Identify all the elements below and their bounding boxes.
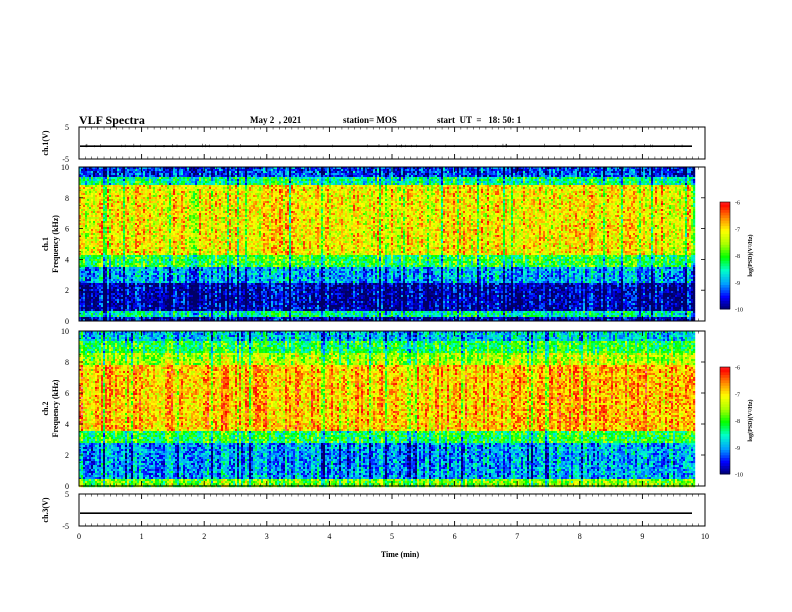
colorbar-tick-label: -6 [735,366,740,372]
x-tick-label: 0 [77,532,81,541]
y-tick-label: -5 [62,522,69,531]
colorbar-tick-label: -8 [735,419,740,425]
y-tick-label: 4 [65,255,69,264]
colorbar-tick-label: -7 [735,227,740,233]
date-label: May 2 , 2021 [250,115,301,125]
x-tick-label: 6 [453,532,457,541]
x-tick-label: 4 [327,532,331,541]
x-tick-label: 7 [515,532,519,541]
y-tick-label: 0 [65,317,69,326]
colorbar-tick-label: -10 [735,473,743,479]
colorbar-tick-label: -9 [735,446,740,452]
colorbar-tick-label: -7 [735,392,740,398]
y-tick-label: 10 [61,327,69,336]
station-label: station= MOS [343,115,397,125]
y-tick-label: -5 [62,155,69,164]
y-tick-label: 8 [65,358,69,367]
y-axis-label: ch.3(V) [41,497,50,522]
axes-layer: -6 -7 -8 -9 -10 log(PSD)(V²/Hz) -6 -7 -8 -9 -10 log… [41,123,754,559]
x-axis-label: Time (min) [381,550,420,559]
y-axis-label: Frequency (kHz) [51,215,60,273]
y-tick-label: 6 [65,389,69,398]
y-tick-label: 10 [61,163,69,172]
colorbar-tick-label: -9 [735,281,740,287]
x-tick-label: 9 [640,532,644,541]
y-tick-label: 8 [65,194,69,203]
spectrogram-ch2_spectrogram [79,331,696,488]
x-tick-label: 8 [578,532,582,541]
colorbar-tick-label: -10 [735,308,743,314]
colorbar-tick-label: -8 [735,254,740,260]
x-tick-label: 10 [701,532,709,541]
x-tick-label: 5 [390,532,394,541]
x-tick-label: 3 [265,532,269,541]
colorbar-frame [719,366,731,475]
y-tick-label: 0 [65,482,69,491]
colorbar-tick-label: -6 [735,201,740,207]
colorbar-ch2_spectrogram [719,366,731,475]
y-axis-label: ch.2 [41,402,50,416]
y-tick-label: 4 [65,420,69,429]
y-axis-label: Frequency (kHz) [51,379,60,437]
y-tick-label: 2 [65,286,69,295]
y-tick-label: 2 [65,451,69,460]
spectrogram-ch1_spectrogram [79,167,696,322]
y-axis-label: ch.1 [41,237,50,251]
y-tick-label: 5 [65,490,69,499]
x-tick-label: 1 [140,532,144,541]
y-tick-label: 5 [65,123,69,132]
colorbar-ch1_spectrogram [719,201,731,310]
figure-title: VLF Spectra [79,113,145,128]
colorbar-label: log(PSD)(V²/Hz) [747,399,754,441]
y-axis-label: ch.1(V) [41,130,50,155]
start-time-label: start UT = 18: 50: 1 [437,115,521,125]
spectrogram-layer [79,167,696,488]
colorbar-frame [719,201,731,310]
colorbar-label: log(PSD)(V²/Hz) [747,234,754,276]
y-tick-label: 6 [65,225,69,234]
x-tick-label: 2 [202,532,206,541]
